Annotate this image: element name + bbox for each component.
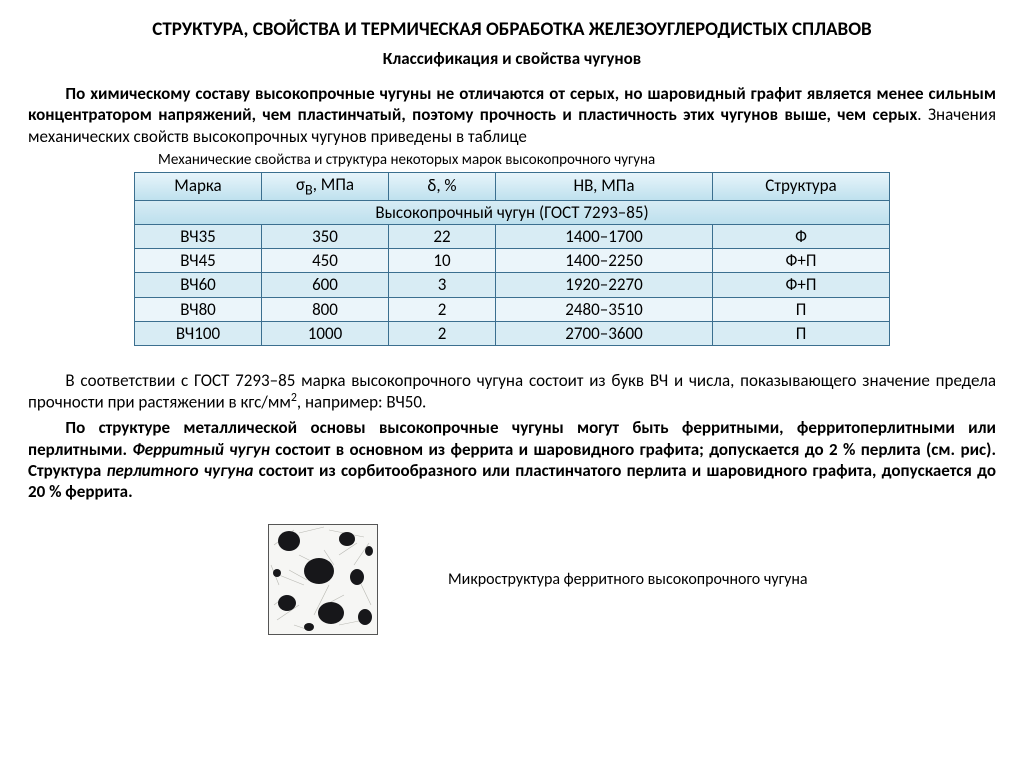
table-caption: Механические свойства и структура некото… xyxy=(158,151,996,170)
properties-table: Марка σВ, МПа δ, % HB, МПа Структура Выс… xyxy=(134,172,890,347)
table-header-row: Марка σВ, МПа δ, % HB, МПа Структура xyxy=(135,172,890,200)
cell-struct: Ф+П xyxy=(713,273,890,297)
col-mark: Марка xyxy=(135,172,262,200)
table-row: ВЧ80 800 2 2480–3510 П xyxy=(135,297,890,321)
cell-hb: 1400–2250 xyxy=(496,249,713,273)
cell-mark: ВЧ60 xyxy=(135,273,262,297)
cell-delta: 10 xyxy=(389,249,496,273)
cell-sigma: 800 xyxy=(262,297,389,321)
cell-sigma: 350 xyxy=(262,224,389,248)
cell-delta: 2 xyxy=(389,321,496,345)
cell-delta: 22 xyxy=(389,224,496,248)
cell-delta: 2 xyxy=(389,297,496,321)
table-group-label: Высокопрочный чугун (ГОСТ 7293–85) xyxy=(135,200,890,224)
microstructure-caption: Микроструктура ферритного высокопрочного… xyxy=(448,570,808,590)
cell-hb: 2480–3510 xyxy=(496,297,713,321)
col-hb: HB, МПа xyxy=(496,172,713,200)
cell-delta: 3 xyxy=(389,273,496,297)
microstructure-image xyxy=(268,524,378,635)
microstructure-figure: Микроструктура ферритного высокопрочного… xyxy=(28,524,996,635)
cell-struct: Ф+П xyxy=(713,249,890,273)
cell-hb: 1920–2270 xyxy=(496,273,713,297)
cell-struct: П xyxy=(713,297,890,321)
col-delta: δ, % xyxy=(389,172,496,200)
cell-sigma: 1000 xyxy=(262,321,389,345)
cell-hb: 1400–1700 xyxy=(496,224,713,248)
subtitle: Классификация и свойства чугунов xyxy=(28,48,996,69)
table-row: ВЧ60 600 3 1920–2270 Ф+П xyxy=(135,273,890,297)
table-row: ВЧ100 1000 2 2700–3600 П xyxy=(135,321,890,345)
table-row: ВЧ45 450 10 1400–2250 Ф+П xyxy=(135,249,890,273)
cell-mark: ВЧ45 xyxy=(135,249,262,273)
cell-struct: П xyxy=(713,321,890,345)
intro-bold: По химическому составу высокопрочные чуг… xyxy=(28,83,996,125)
cell-sigma: 450 xyxy=(262,249,389,273)
table-group-row: Высокопрочный чугун (ГОСТ 7293–85) xyxy=(135,200,890,224)
cell-hb: 2700–3600 xyxy=(496,321,713,345)
cell-mark: ВЧ35 xyxy=(135,224,262,248)
table-row: ВЧ35 350 22 1400–1700 Ф xyxy=(135,224,890,248)
cell-mark: ВЧ100 xyxy=(135,321,262,345)
cell-struct: Ф xyxy=(713,224,890,248)
intro-paragraph: По химическому составу высокопрочные чуг… xyxy=(28,83,996,147)
col-sigma: σВ, МПа xyxy=(262,172,389,200)
structure-paragraph: По структуре металлической основы высоко… xyxy=(28,417,996,502)
main-title: СТРУКТУРА, СВОЙСТВА И ТЕРМИЧЕСКАЯ ОБРАБО… xyxy=(28,18,996,42)
cell-mark: ВЧ80 xyxy=(135,297,262,321)
cell-sigma: 600 xyxy=(262,273,389,297)
gost-paragraph: В соответствии с ГОСТ 7293–85 марка высо… xyxy=(28,370,996,413)
col-struct: Структура xyxy=(713,172,890,200)
